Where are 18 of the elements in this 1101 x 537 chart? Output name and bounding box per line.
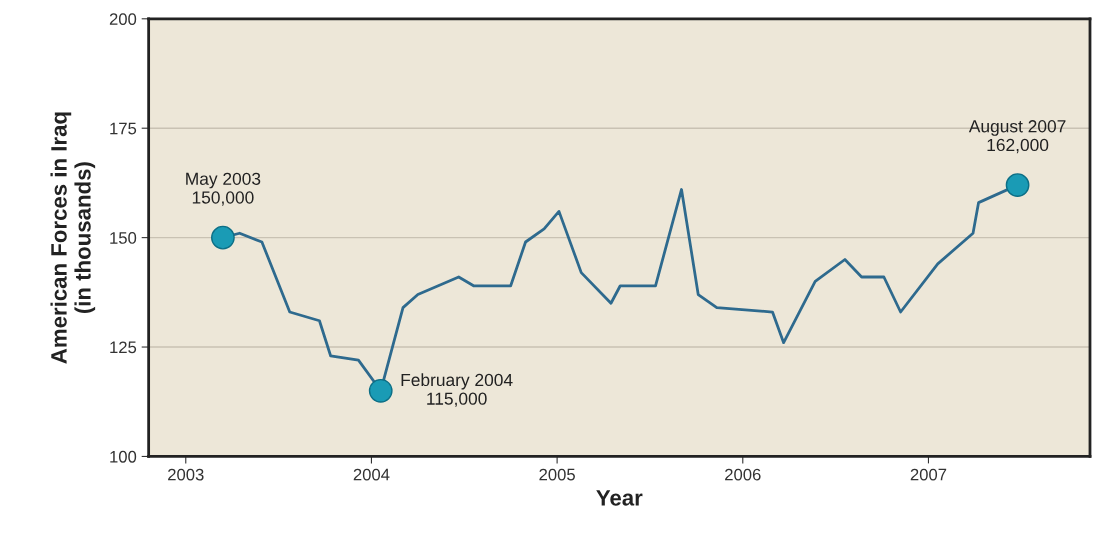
x-tick-label: 2003 [168,468,204,481]
x-tick-label: 2007 [910,468,947,481]
point [211,225,235,250]
point [1005,173,1030,197]
point [368,378,393,403]
y-tick-label: 150 [110,232,137,244]
annotation: August 2007 162,000 [968,120,1066,154]
x-tick-label: 2004 [353,468,390,481]
annotation: May 2003 150,000 [186,172,261,206]
x-axis-title: Year [596,490,643,506]
y-axis-title: American Forces in Iraq (in thousands) [50,112,96,364]
x-tick-label: 2006 [725,468,761,481]
y-tick-label: 125 [110,341,137,354]
y-tick-label: 200 [109,13,137,25]
x-tick-label: 2005 [539,468,575,481]
y-tick-label: 100 [110,450,137,463]
y-tick-label: 175 [110,122,137,135]
annotation: February 2004 115,000 [401,373,513,407]
